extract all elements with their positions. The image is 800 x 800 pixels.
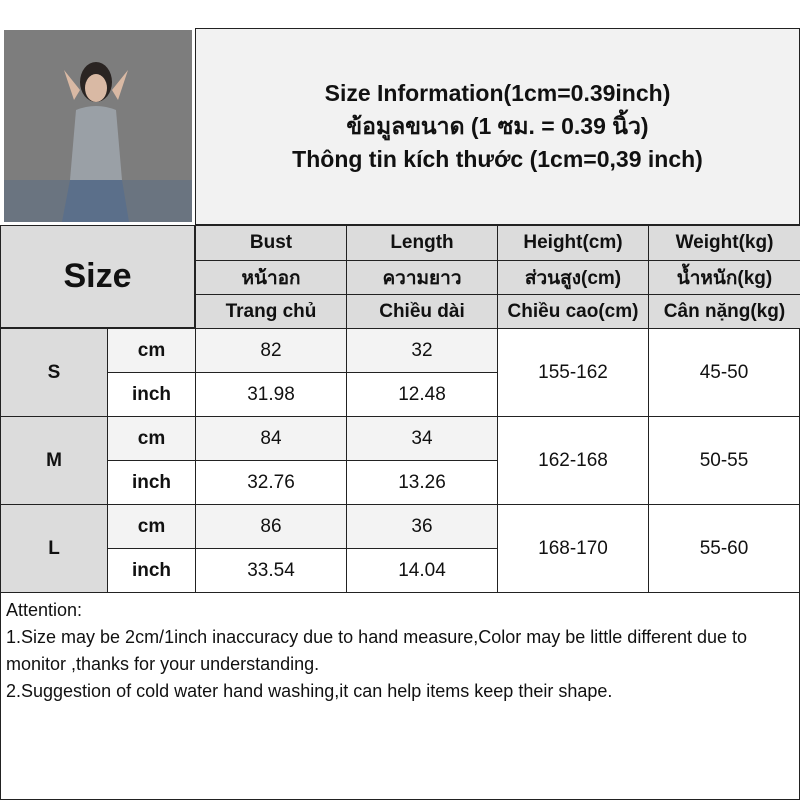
length-inch: 14.04 (346, 548, 498, 593)
attention-line-1: 1.Size may be 2cm/1inch inaccuracy due t… (6, 627, 748, 674)
column-header-en: Bust (195, 225, 347, 261)
column-header-vi: Trang chủ (195, 294, 347, 329)
attention-title: Attention: (6, 600, 83, 620)
column-header-vi: Cân nặng(kg) (648, 294, 800, 329)
bust-cm: 86 (195, 504, 347, 549)
size-header: Size (0, 225, 195, 328)
weight-range: 45-50 (648, 328, 800, 417)
title-english: Size Information(1cm=0.39inch) (324, 80, 671, 106)
column-header-th: น้ำหนัก(kg) (648, 260, 800, 295)
size-label: S (0, 328, 108, 417)
unit-inch: inch (107, 372, 196, 417)
size-label: M (0, 416, 108, 505)
height-range: 168-170 (497, 504, 649, 593)
weight-range: 50-55 (648, 416, 800, 505)
height-range: 162-168 (497, 416, 649, 505)
length-cm: 32 (346, 328, 498, 373)
size-label: L (0, 504, 108, 593)
column-header-vi: Chiều dài (346, 294, 498, 329)
height-range: 155-162 (497, 328, 649, 417)
bust-inch: 33.54 (195, 548, 347, 593)
bust-inch: 31.98 (195, 372, 347, 417)
title-thai: ข้อมูลขนาด (1 ซม. = 0.39 นิ้ว) (346, 113, 649, 139)
unit-inch: inch (107, 460, 196, 505)
unit-cm: cm (107, 416, 196, 461)
column-header-th: ส่วนสูง(cm) (497, 260, 649, 295)
bust-cm: 84 (195, 416, 347, 461)
column-header-vi: Chiều cao(cm) (497, 294, 649, 329)
unit-cm: cm (107, 504, 196, 549)
column-header-en: Height(cm) (497, 225, 649, 261)
weight-range: 55-60 (648, 504, 800, 593)
unit-cm: cm (107, 328, 196, 373)
length-inch: 13.26 (346, 460, 498, 505)
model-photo (4, 30, 192, 222)
bust-cm: 82 (195, 328, 347, 373)
title-vietnamese: Thông tin kích thước (1cm=0,39 inch) (292, 146, 703, 172)
column-header-th: ความยาว (346, 260, 498, 295)
length-inch: 12.48 (346, 372, 498, 417)
column-header-en: Weight(kg) (648, 225, 800, 261)
column-header-th: หน้าอก (195, 260, 347, 295)
length-cm: 36 (346, 504, 498, 549)
length-cm: 34 (346, 416, 498, 461)
bust-inch: 32.76 (195, 460, 347, 505)
column-header-en: Length (346, 225, 498, 261)
size-info-title: Size Information(1cm=0.39inch) ข้อมูลขนา… (195, 28, 800, 225)
attention-line-2: 2.Suggestion of cold water hand washing,… (6, 681, 613, 701)
unit-inch: inch (107, 548, 196, 593)
attention-notes: Attention: 1.Size may be 2cm/1inch inacc… (0, 592, 800, 800)
